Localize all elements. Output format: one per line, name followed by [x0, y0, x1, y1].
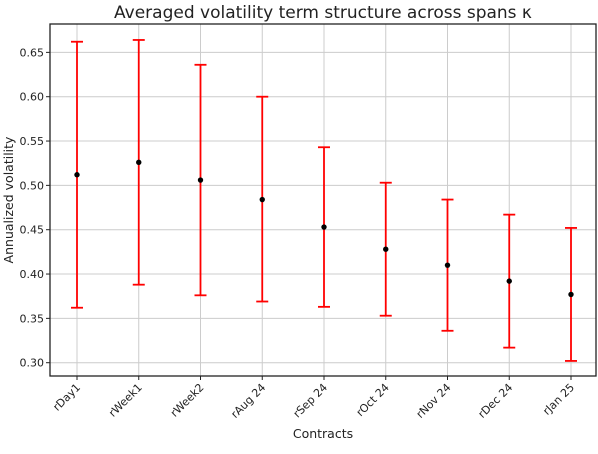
y-tick-layer: 0.30 0.35 0.40 0.45 0.50 0.55 0.60 0.65: [20, 46, 50, 370]
data-point: [506, 278, 512, 284]
data-point: [197, 177, 204, 183]
y-tick-label: 0.40: [20, 268, 45, 281]
data-point: [568, 291, 574, 298]
x-axis-label: Contracts: [293, 426, 353, 441]
y-tick-label: 0.65: [20, 46, 45, 59]
y-tick-label: 0.50: [20, 179, 45, 192]
data-point: [444, 262, 451, 268]
chart-title: Averaged volatility term structure acros…: [114, 3, 532, 23]
y-tick-label: 0.35: [20, 312, 45, 325]
grid-layer: [50, 24, 596, 376]
y-tick-label: 0.55: [20, 135, 45, 148]
data-point: [136, 159, 142, 166]
x-tick-label: rSep 24: [291, 381, 330, 420]
y-tick-label: 0.30: [20, 357, 45, 370]
x-tick-label: rOct 24: [354, 381, 392, 419]
x-tick-label: rDay1: [50, 381, 83, 414]
data-point: [321, 224, 327, 230]
y-axis-label: Annualized volatility: [1, 136, 16, 263]
x-tick-label: rWeek1: [106, 381, 145, 420]
y-tick-label: 0.60: [20, 91, 45, 104]
x-tick-label: rDec 24: [476, 381, 516, 421]
x-tick-layer: rDay1 rWeek1 rWeek2 rAug 24 rSep 24 rOct 24 rN…: [50, 376, 577, 421]
data-point: [259, 196, 265, 203]
x-tick-label: rWeek2: [168, 381, 207, 420]
x-tick-label: rJan 25: [540, 381, 577, 418]
y-tick-label: 0.45: [20, 224, 45, 237]
data-point: [74, 172, 80, 178]
point-layer: [74, 159, 574, 298]
x-tick-label: rAug 24: [228, 381, 268, 421]
x-tick-label: rNov 24: [414, 381, 454, 421]
data-point: [383, 246, 389, 252]
plot-frame: [49, 23, 597, 377]
